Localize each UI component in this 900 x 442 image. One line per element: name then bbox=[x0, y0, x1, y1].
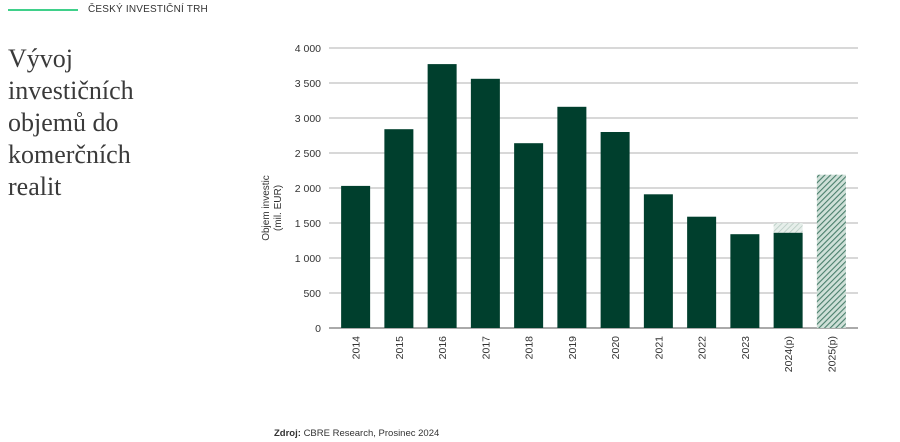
grid-lines bbox=[329, 47, 858, 329]
bar-projection-extra bbox=[773, 223, 803, 233]
y-tick-label: 2 000 bbox=[295, 183, 321, 195]
x-tick-label: 2019 bbox=[567, 336, 579, 360]
page-title: Vývoj investičních objemů do komerčních … bbox=[8, 44, 134, 201]
investment-volume-chart: 0 500 1 000 1 500 2 000 2 500 3 000 3 500 4 000 … bbox=[245, 30, 875, 390]
x-tick-label: 2023 bbox=[740, 336, 752, 360]
x-tick-label: 2014 bbox=[351, 336, 363, 360]
bar bbox=[384, 129, 414, 328]
header-accent-line bbox=[8, 9, 78, 11]
y-tick-label: 2 500 bbox=[295, 148, 321, 160]
source-label: Zdroj: bbox=[274, 428, 301, 439]
x-tick-labels: 2014 2015 2016 2017 2018 2019 2020 2021 2022 2023… bbox=[351, 336, 839, 372]
bar bbox=[816, 174, 846, 328]
source-note: Zdroj: CBRE Research, Prosinec 2024 bbox=[274, 428, 439, 439]
y-axis-label-line: (mil. EUR) bbox=[273, 185, 284, 231]
bar bbox=[643, 194, 673, 328]
y-tick-label: 1 500 bbox=[295, 218, 321, 230]
x-tick-label: 2024(p) bbox=[783, 336, 795, 372]
y-tick-labels: 0 500 1 000 1 500 2 000 2 500 3 000 3 500 4 000 bbox=[295, 43, 321, 335]
x-tick-label: 2020 bbox=[610, 336, 622, 360]
bar bbox=[514, 143, 544, 328]
y-axis-label-line: Objem investic bbox=[261, 175, 272, 241]
y-tick-label: 500 bbox=[303, 288, 321, 300]
y-axis-label: Objem investic(mil. EUR) bbox=[261, 175, 284, 241]
bar bbox=[470, 78, 500, 328]
y-tick-label: 1 000 bbox=[295, 253, 321, 265]
bar bbox=[427, 64, 457, 328]
x-tick-label: 2021 bbox=[653, 336, 665, 360]
x-tick-label: 2025(p) bbox=[826, 336, 838, 372]
y-tick-label: 0 bbox=[315, 323, 321, 335]
bar bbox=[600, 132, 630, 328]
x-tick-label: 2016 bbox=[437, 336, 449, 360]
bar bbox=[687, 216, 717, 328]
x-tick-label: 2018 bbox=[524, 336, 536, 360]
y-tick-label: 3 500 bbox=[295, 78, 321, 90]
bar bbox=[773, 232, 803, 328]
bar bbox=[730, 234, 760, 328]
y-tick-label: 3 000 bbox=[295, 113, 321, 125]
x-tick-label: 2022 bbox=[697, 336, 709, 360]
y-tick-label: 4 000 bbox=[295, 43, 321, 55]
bar bbox=[341, 185, 371, 328]
source-text: CBRE Research, Prosinec 2024 bbox=[303, 428, 440, 439]
x-tick-label: 2017 bbox=[480, 336, 492, 360]
section-label: ČESKÝ INVESTIČNÍ TRH bbox=[88, 4, 208, 15]
bar bbox=[557, 106, 587, 328]
x-tick-label: 2015 bbox=[394, 336, 406, 360]
bars bbox=[341, 64, 846, 328]
